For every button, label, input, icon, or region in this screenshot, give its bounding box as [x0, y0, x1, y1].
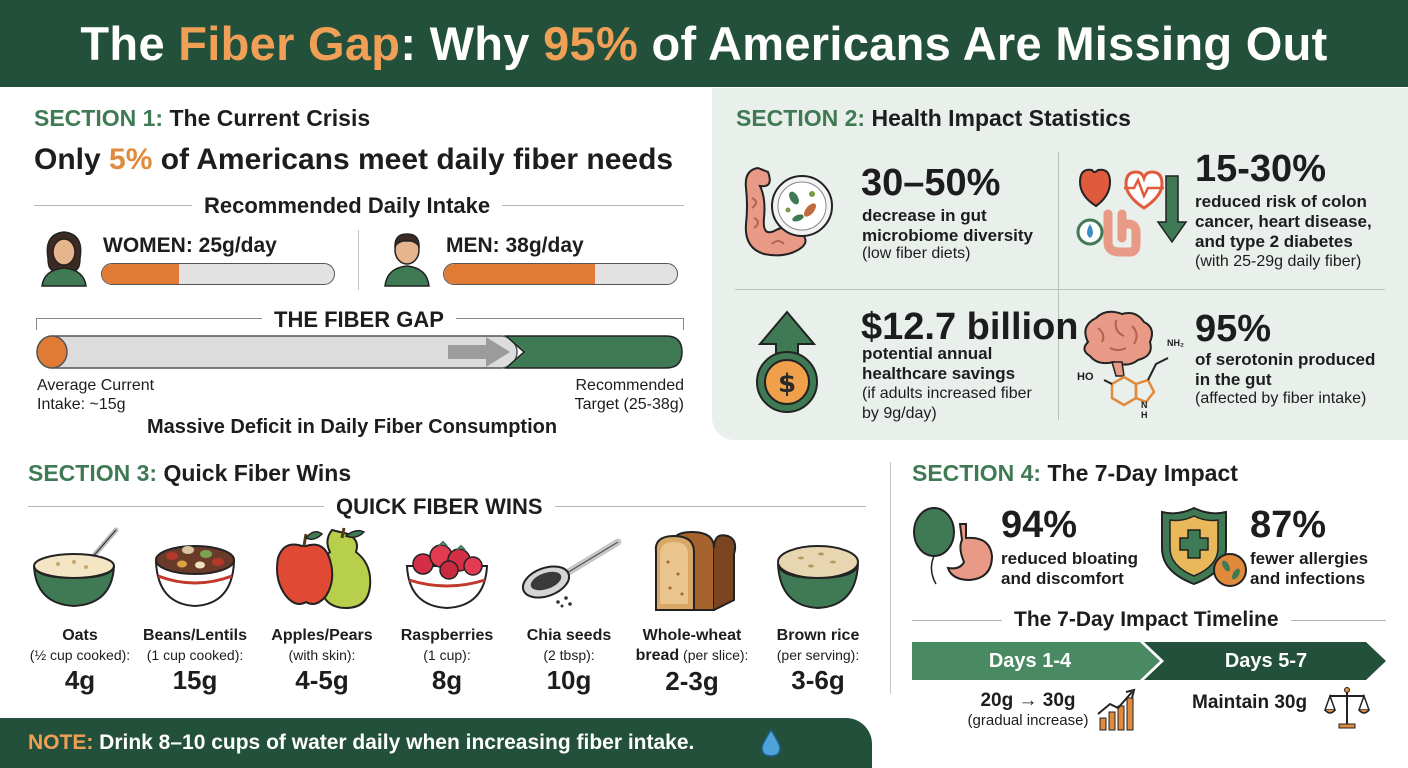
food-item: Apples/Pears (with skin): 4-5g: [271, 627, 373, 695]
shield-immunity-icon: [1161, 506, 1247, 587]
stat-gut-note: (low fiber diets): [862, 245, 971, 262]
bloating-stat-label: reduced bloating and discomfort: [1001, 549, 1138, 588]
phase2-detail: Maintain 30g: [1192, 692, 1308, 713]
heart-health-icon: [1076, 168, 1188, 257]
divider-line: [735, 289, 1385, 290]
note-banner: [0, 718, 872, 768]
section1-title: SECTION 1: The Current Crisis: [34, 105, 371, 131]
phase1-detail: 20g → 30g (gradual increase): [967, 690, 1089, 729]
allergies-stat-label: fewer allergies and infections: [1250, 549, 1369, 588]
bread-icon: [654, 530, 737, 611]
timeline-phase-1: Days 1-4: [988, 650, 1072, 672]
intestine-icon: [744, 166, 833, 257]
growth-chart-icon: [1097, 688, 1136, 731]
men-progress-fill: [444, 264, 596, 284]
men-intake-label: MEN: 38g/day: [446, 234, 584, 257]
note-text: NOTE: Drink 8–10 cups of water daily whe…: [28, 731, 695, 754]
raspberries-bowl-icon: [405, 540, 489, 610]
svg-text:$: $: [778, 369, 796, 399]
molecule-ho-label: HO: [1077, 371, 1094, 383]
fiber-gap-heading: THE FIBER GAP: [262, 307, 456, 333]
section1-headline: Only 5% of Americans meet daily fiber ne…: [34, 143, 674, 176]
bloating-stat-value: 94%: [1001, 504, 1078, 546]
savings-arrow-icon: $: [756, 310, 818, 413]
current-intake-label: Average Current Intake: ~15g: [37, 377, 155, 413]
stat-disease-value: 15-30%: [1195, 148, 1326, 190]
section2-title: SECTION 2: Health Impact Statistics: [736, 105, 1131, 131]
food-item: Chia seeds (2 tbsp): 10g: [526, 627, 612, 695]
women-progress-bar: [101, 263, 335, 285]
divider-vertical: [890, 462, 891, 694]
stat-serotonin-note: (affected by fiber intake): [1195, 390, 1367, 407]
woman-icon: [41, 231, 87, 287]
food-item: Brown rice (per serving): 3-6g: [776, 627, 860, 695]
food-item: Beans/Lentils (1 cup cooked): 15g: [142, 627, 248, 695]
section3-title: SECTION 3: Quick Fiber Wins: [28, 460, 352, 486]
page-title: The Fiber Gap: Why 95% of Americans Are …: [80, 17, 1328, 70]
stat-gut-value: 30–50%: [861, 162, 1001, 204]
section2-panel: [712, 88, 1408, 440]
water-drop-icon: [761, 728, 781, 757]
stat-savings-value: $12.7 billion: [861, 306, 1079, 348]
deficit-caption: Massive Deficit in Daily Fiber Consumpti…: [147, 416, 558, 438]
balloon-stomach-icon: [913, 507, 994, 585]
food-item: Raspberries (1 cup): 8g: [400, 627, 494, 695]
balance-scale-icon: [1324, 687, 1370, 729]
oats-bowl-icon: [33, 527, 119, 608]
quick-wins-heading: QUICK FIBER WINS: [324, 494, 555, 520]
man-icon: [384, 233, 430, 287]
apple-pear-icon: [276, 527, 372, 610]
women-intake-label: WOMEN: 25g/day: [103, 234, 277, 257]
timeline-heading: The 7-Day Impact Timeline: [1002, 608, 1291, 632]
men-progress-bar: [443, 263, 678, 285]
stat-savings-note: (if adults increased fiber by 9g/day): [862, 385, 1032, 422]
section4-title: SECTION 4: The 7-Day Impact: [912, 460, 1238, 486]
food-item: Whole-wheat bread (per slice): 2-3g: [635, 627, 749, 696]
target-intake-label: Recommended Target (25-38g): [574, 377, 684, 413]
molecule-nh2-label: NH₂: [1167, 338, 1184, 348]
allergies-stat-value: 87%: [1250, 504, 1327, 546]
stat-disease-label: reduced risk of colon cancer, heart dise…: [1195, 192, 1372, 251]
timeline-phase-2: Days 5-7: [1224, 650, 1308, 672]
timeline-bar: [912, 642, 1386, 680]
stat-disease-note: (with 25-29g daily fiber): [1195, 253, 1362, 270]
stat-serotonin-value: 95%: [1195, 308, 1272, 350]
stat-savings-label: potential annual healthcare savings: [862, 344, 1016, 383]
recommended-intake-heading: Recommended Daily Intake: [192, 193, 503, 219]
beans-bowl-icon: [154, 545, 236, 608]
divider-vertical: [1058, 152, 1059, 420]
molecule-nh-label: N H: [1141, 400, 1148, 420]
brain-serotonin-icon: [1083, 310, 1169, 407]
chia-spoon-icon: [521, 538, 622, 608]
brown-rice-bowl-icon: [777, 545, 859, 610]
stat-gut-label: decrease in gut microbiome diversity: [862, 206, 1034, 245]
divider-vertical: [358, 230, 359, 290]
food-item: Oats (½ cup cooked): 4g: [29, 627, 131, 695]
fiber-gap-bar: [36, 335, 683, 369]
women-progress-fill: [102, 264, 179, 284]
header-banner: The Fiber Gap: Why 95% of Americans Are …: [0, 0, 1408, 87]
stat-serotonin-label: of serotonin produced in the gut: [1195, 350, 1376, 389]
